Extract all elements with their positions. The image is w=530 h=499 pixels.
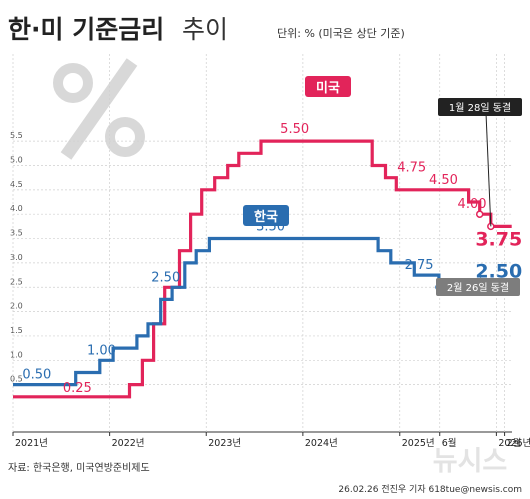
x-tick-label: 6월	[442, 437, 457, 449]
x-tick-label: 2021년	[15, 438, 48, 449]
chart-title-light: 추이	[182, 15, 228, 44]
y-tick-label: 5.5	[10, 131, 23, 140]
y-tick-label: 3.5	[10, 229, 23, 238]
us-note-leader	[485, 112, 492, 227]
x-tick-label: 2026년	[498, 438, 530, 449]
us-tag-box	[305, 76, 351, 97]
y-tick-label: 2.5	[10, 277, 23, 286]
us-value-label: 0.25	[63, 381, 92, 396]
kr-tag-box	[243, 205, 289, 226]
us-value-label: 4.00	[458, 197, 487, 212]
y-tick-label: 0.5	[10, 375, 23, 384]
us-latest-value: 3.75	[475, 228, 522, 250]
x-tick-label: 2022년	[112, 438, 145, 449]
kr-tag-label: 한국	[254, 209, 278, 225]
us-value-label: 4.50	[429, 173, 458, 188]
y-tick-label: 5.0	[10, 156, 23, 165]
percent-icon	[53, 58, 145, 160]
us-note-text: 1월 28일 동결	[449, 102, 511, 114]
y-tick-label: 1.5	[10, 326, 23, 335]
credit-line: 26.02.26 전진우 기자 618tue@newsis.com	[338, 484, 522, 495]
y-tick-label: 3.0	[10, 253, 23, 262]
us-value-label: 4.75	[397, 161, 426, 176]
us-cut-marker	[475, 210, 484, 218]
us-rate-line	[13, 139, 512, 399]
x-tick-label: 2024년	[305, 438, 338, 449]
us-tag-label: 미국	[316, 80, 340, 96]
watermark-logo: 뉴시스	[433, 446, 508, 477]
kr-value-label: 2.75	[405, 258, 434, 273]
source-note: 자료: 한국은행, 미국연방준비제도	[8, 462, 150, 474]
y-tick-label: 4.5	[10, 180, 23, 189]
kr-note-text: 2월 26일 동결	[447, 282, 509, 294]
kr-value-label: 0.50	[22, 368, 51, 383]
kr-value-label: 1.00	[87, 343, 116, 358]
kr-latest-value: 2.50	[475, 260, 522, 282]
us-value-label: 5.50	[280, 122, 309, 137]
us-note-box	[438, 98, 522, 116]
y-tick-label: 4.0	[10, 204, 23, 213]
x-tick-label: 2025년	[402, 438, 435, 449]
kr-note-box	[436, 278, 520, 296]
kr-value-label: 2.50	[151, 270, 180, 285]
y-tick-label: 2.0	[10, 302, 23, 311]
unit-note: 단위: % (미국은 상단 기준)	[277, 27, 405, 40]
x-tick-label: 2월	[507, 437, 522, 449]
kr-rate-line	[13, 236, 512, 387]
x-tick-label: 2023년	[208, 438, 241, 449]
y-tick-label: 1.0	[10, 350, 23, 359]
chart-title-bold: 한·미 기준금리	[8, 15, 164, 44]
